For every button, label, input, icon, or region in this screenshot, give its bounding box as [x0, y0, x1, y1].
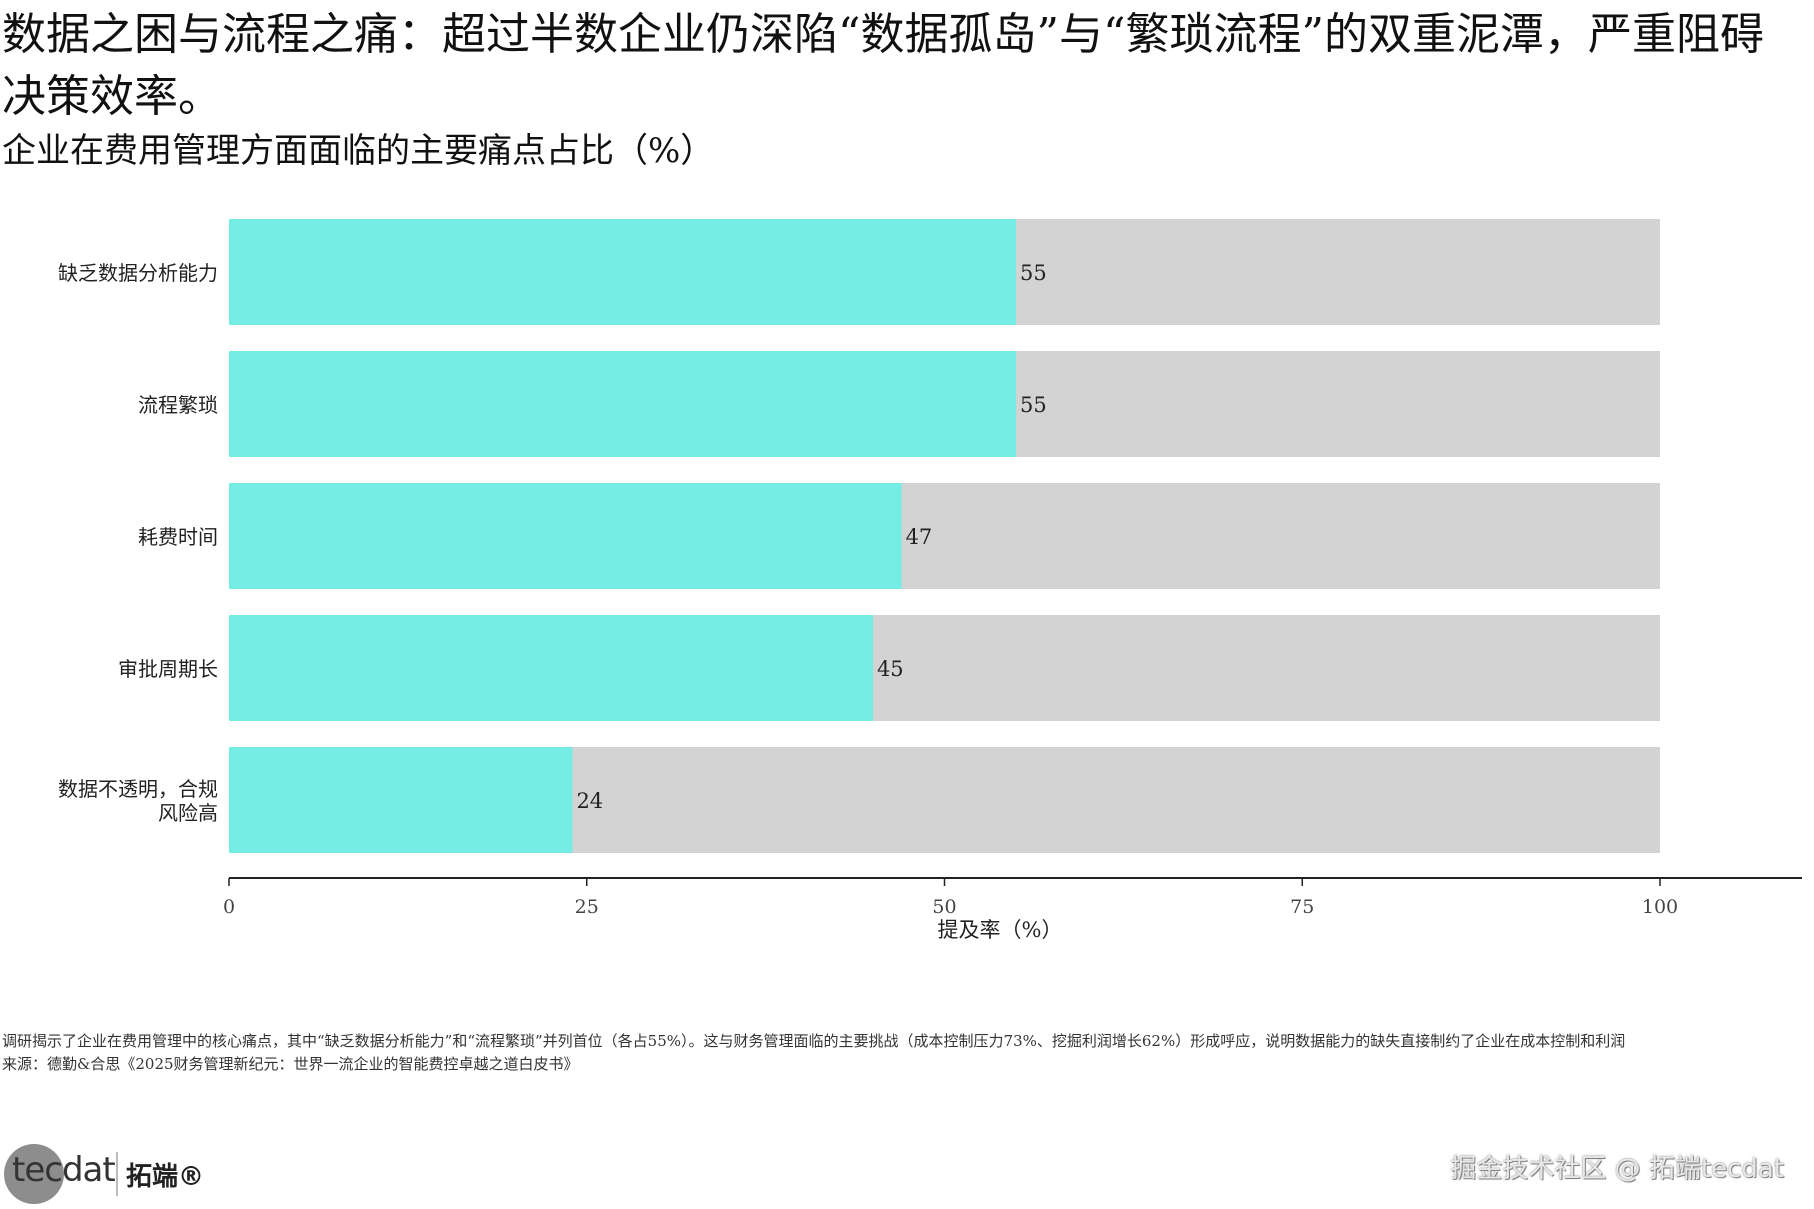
bar-1: [229, 219, 1017, 325]
x-tick-label-25: 25: [575, 896, 599, 918]
logo-divider: [116, 1152, 118, 1196]
chart-subtitle: 企业在费用管理方面面临的主要痛点占比（%）: [2, 131, 715, 171]
bar-chart: 55 缺乏数据分析能力 55 流程繁琐 47 耗费时间 45 审批周期长 24 数据不透明，合规风…: [58, 219, 1802, 942]
x-tick-label-100: 100: [1642, 896, 1678, 918]
logo-text: tecdat: [12, 1150, 116, 1190]
chart-title: 数据之困与流程之痛：超过半数企业仍深陷“数据孤岛”与“繁琐流程”的双重泥潭，严重…: [2, 9, 1764, 122]
x-tick-label-75: 75: [1290, 896, 1314, 918]
bar-3: [229, 483, 902, 589]
x-tick-label-50: 50: [932, 896, 956, 918]
data-label-1: 55: [1020, 261, 1047, 285]
labels-layer: 55 缺乏数据分析能力 55 流程繁琐 47 耗费时间 45 审批周期长 24 数据不透明，合规风…: [58, 261, 1047, 825]
bars-layer: [229, 219, 1660, 853]
x-axis: 0 25 50 75 100: [223, 877, 1802, 918]
logo-circle-icon: [4, 1144, 64, 1204]
data-label-5: 24: [576, 789, 603, 813]
category-label-2: 流程繁琐: [138, 393, 218, 417]
bar-5: [229, 747, 573, 853]
bar-2: [229, 351, 1017, 457]
category-label-1: 缺乏数据分析能力: [58, 261, 218, 285]
data-label-3: 47: [906, 525, 933, 549]
data-label-4: 45: [877, 657, 904, 681]
footnote-source: 来源：德勤&合思《2025财务管理新纪元：世界一流企业的智能费控卓越之道白皮书》: [2, 1055, 579, 1073]
footnote-description: 调研揭示了企业在费用管理中的核心痛点，其中“缺乏数据分析能力”和“流程繁琐”并列…: [2, 1032, 1626, 1050]
footnote: 调研揭示了企业在费用管理中的核心痛点，其中“缺乏数据分析能力”和“流程繁琐”并列…: [2, 1030, 1814, 1076]
bar-4: [229, 615, 873, 721]
category-label-3: 耗费时间: [138, 525, 218, 549]
data-label-2: 55: [1020, 393, 1047, 417]
watermark: 掘金技术社区 @ 拓端tecdat: [1450, 1154, 1784, 1184]
category-label-5: 数据不透明，合规风险高: [58, 777, 218, 825]
logo-chinese-text: 拓端®: [126, 1162, 205, 1192]
x-tick-label-0: 0: [223, 896, 235, 918]
x-axis-label: 提及率（%）: [938, 918, 1063, 942]
category-label-4: 审批周期长: [118, 657, 218, 681]
tecdat-logo: tecdat 拓端®: [4, 1142, 204, 1206]
